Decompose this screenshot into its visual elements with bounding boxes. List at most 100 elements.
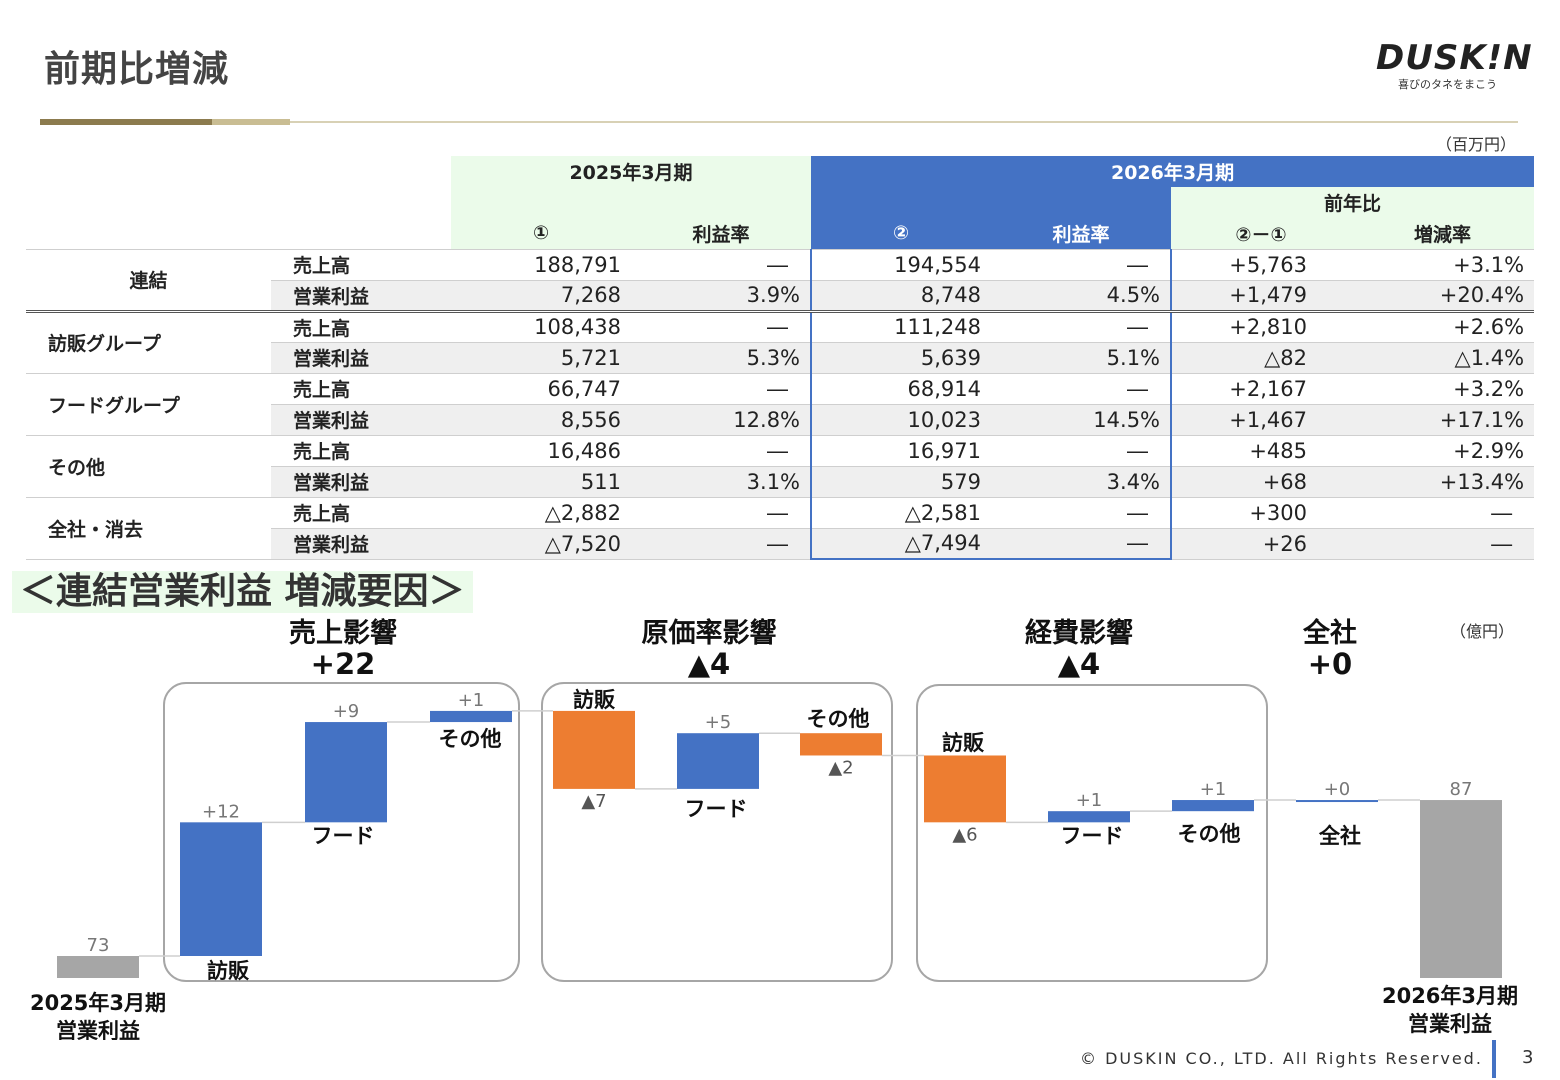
diff-value: +485 [1171,435,1352,467]
table-row: 営業利益 5,721 5.3% 5,639 5.1% △82 △1.4% [26,342,1535,374]
group-title: 原価率影響 [642,617,777,649]
diff-value: +5,763 [1171,249,1352,281]
prev-value: 66,747 [451,373,631,405]
table-row: 営業利益 511 3.1% 579 3.4% +68 +13.4% [26,466,1535,498]
waterfall-bar [800,733,882,756]
curr-value: 10,023 [810,404,992,436]
table-row: 営業利益 7,268 3.9% 8,748 4.5% +1,479 +20.4% [26,280,1535,313]
prev-margin: ― [631,497,812,529]
waterfall-bar [924,755,1006,823]
segment-label: 連結 [26,249,271,313]
waterfall-bar [57,956,139,978]
curr-value: 16,971 [810,435,992,467]
row-item-label: 売上高 [271,435,451,467]
segment-label: フードグループ [26,373,271,436]
prev-margin: ― [631,249,812,281]
rate-value: △1.4% [1351,342,1535,374]
bar-value-label: +1 [1076,790,1103,811]
bar-category-label: 全社 [1318,824,1361,848]
rate-value: ― [1351,497,1535,529]
prev-value: 108,438 [451,311,631,343]
row-item-label: 営業利益 [271,342,451,374]
curr-value: 5,639 [810,342,992,374]
rate-value: +20.4% [1351,280,1535,313]
curr-value: △2,581 [810,497,992,529]
bar-value-label: 87 [1450,779,1473,800]
curr-margin: ― [991,497,1173,529]
curr-margin: 14.5% [991,404,1173,436]
prev-value: 16,486 [451,435,631,467]
col-diff-header: ②－① [1171,218,1352,249]
group-box [916,684,1268,982]
prev-margin: 3.1% [631,466,812,498]
col-curr-header: ② [811,218,992,249]
waterfall-bar [1420,800,1502,978]
table-row: 訪販グループ 売上高 108,438 ― 111,248 ― +2,810 +2.6% [26,311,1535,374]
bar-category-label: フード [312,824,375,848]
rate-value: +3.2% [1351,373,1535,405]
curr-value: 8,748 [810,280,992,313]
page-number: 3 [1522,1047,1534,1068]
segment-label: その他 [26,435,271,498]
rate-value: +17.1% [1351,404,1535,436]
group-box [163,682,520,982]
prev-margin: 3.9% [631,280,812,313]
bar-category-label: 2025年3月期 [30,991,166,1015]
waterfall-chart: 売上影響+22原価率影響▲4経費影響▲4全社+0（億円）73+12+9+1▲7+… [30,617,1518,1040]
row-item-label: 売上高 [271,249,451,281]
curr-value: 194,554 [810,249,992,281]
comparison-table: 2025年3月期 2026年3月期 前年比 ① 利益率 ② 利益率 ②－① 増減… [26,156,1535,560]
bar-category-label: その他 [1178,822,1241,846]
curr-value: △7,494 [810,528,992,560]
waterfall-bar [1048,811,1130,823]
col-rate-header: 増減率 [1351,218,1535,249]
period-curr-header: 2026年3月期 [811,156,1535,187]
col-curr-margin-header: 利益率 [991,218,1172,249]
diff-value: +26 [1171,528,1352,560]
chart-section-heading: ＜連結営業利益 増減要因＞ [12,571,473,613]
curr-value: 579 [810,466,992,498]
diff-value: +68 [1171,466,1352,498]
bar-value-label: +12 [202,801,240,822]
prev-value: 5,721 [451,342,631,374]
logo-tagline: 喜びのタネをまこう [1398,78,1497,91]
chart-unit-label: （億円） [1450,622,1514,641]
title-underline [40,119,212,125]
segment-label: 全社・消去 [26,497,271,560]
rate-value: +2.9% [1351,435,1535,467]
group-title: 売上影響 [289,617,397,649]
diff-value: △82 [1171,342,1352,374]
bar-category-label: フード [685,797,748,821]
segment-label: 訪販グループ [26,311,271,374]
period-prev-header: 2025年3月期 [451,156,812,187]
group-title: 経費影響 [1025,617,1133,649]
curr-value: 111,248 [810,311,992,343]
diff-value: +2,167 [1171,373,1352,405]
prev-value: △7,520 [451,528,631,560]
diff-value: +1,479 [1171,280,1352,313]
footer-divider [1492,1040,1496,1078]
copyright: © DUSKIN CO., LTD. All Rights Reserved. [1080,1049,1483,1068]
curr-margin: ― [991,249,1173,281]
curr-margin: 3.4% [991,466,1173,498]
title-underline-rule [290,121,1518,123]
prev-value: 188,791 [451,249,631,281]
table-row: 全社・消去 売上高 △2,882 ― △2,581 ― +300 ― [26,497,1535,560]
waterfall-bar [180,822,262,956]
curr-margin: 5.1% [991,342,1173,374]
bar-category-label: 訪販 [207,959,250,983]
prev-margin: 12.8% [631,404,812,436]
rate-value: +3.1% [1351,249,1535,281]
yoy-header: 前年比 [1171,187,1535,218]
waterfall-bar [553,710,635,789]
bar-category-label: フード [1061,824,1124,848]
table-row: 営業利益 △7,520 ― △7,494 ― +26 ― [26,528,1535,560]
row-item-label: 営業利益 [271,404,451,436]
waterfall-bar [305,722,387,823]
waterfall-bar [1172,800,1254,812]
table-row: 連結 売上高 188,791 ― 194,554 ― +5,763 +3.1% [26,249,1535,313]
waterfall-bar [677,733,759,789]
group-box [541,682,893,982]
group-value: ▲4 [1058,647,1100,681]
bar-value-label: +5 [705,712,732,733]
